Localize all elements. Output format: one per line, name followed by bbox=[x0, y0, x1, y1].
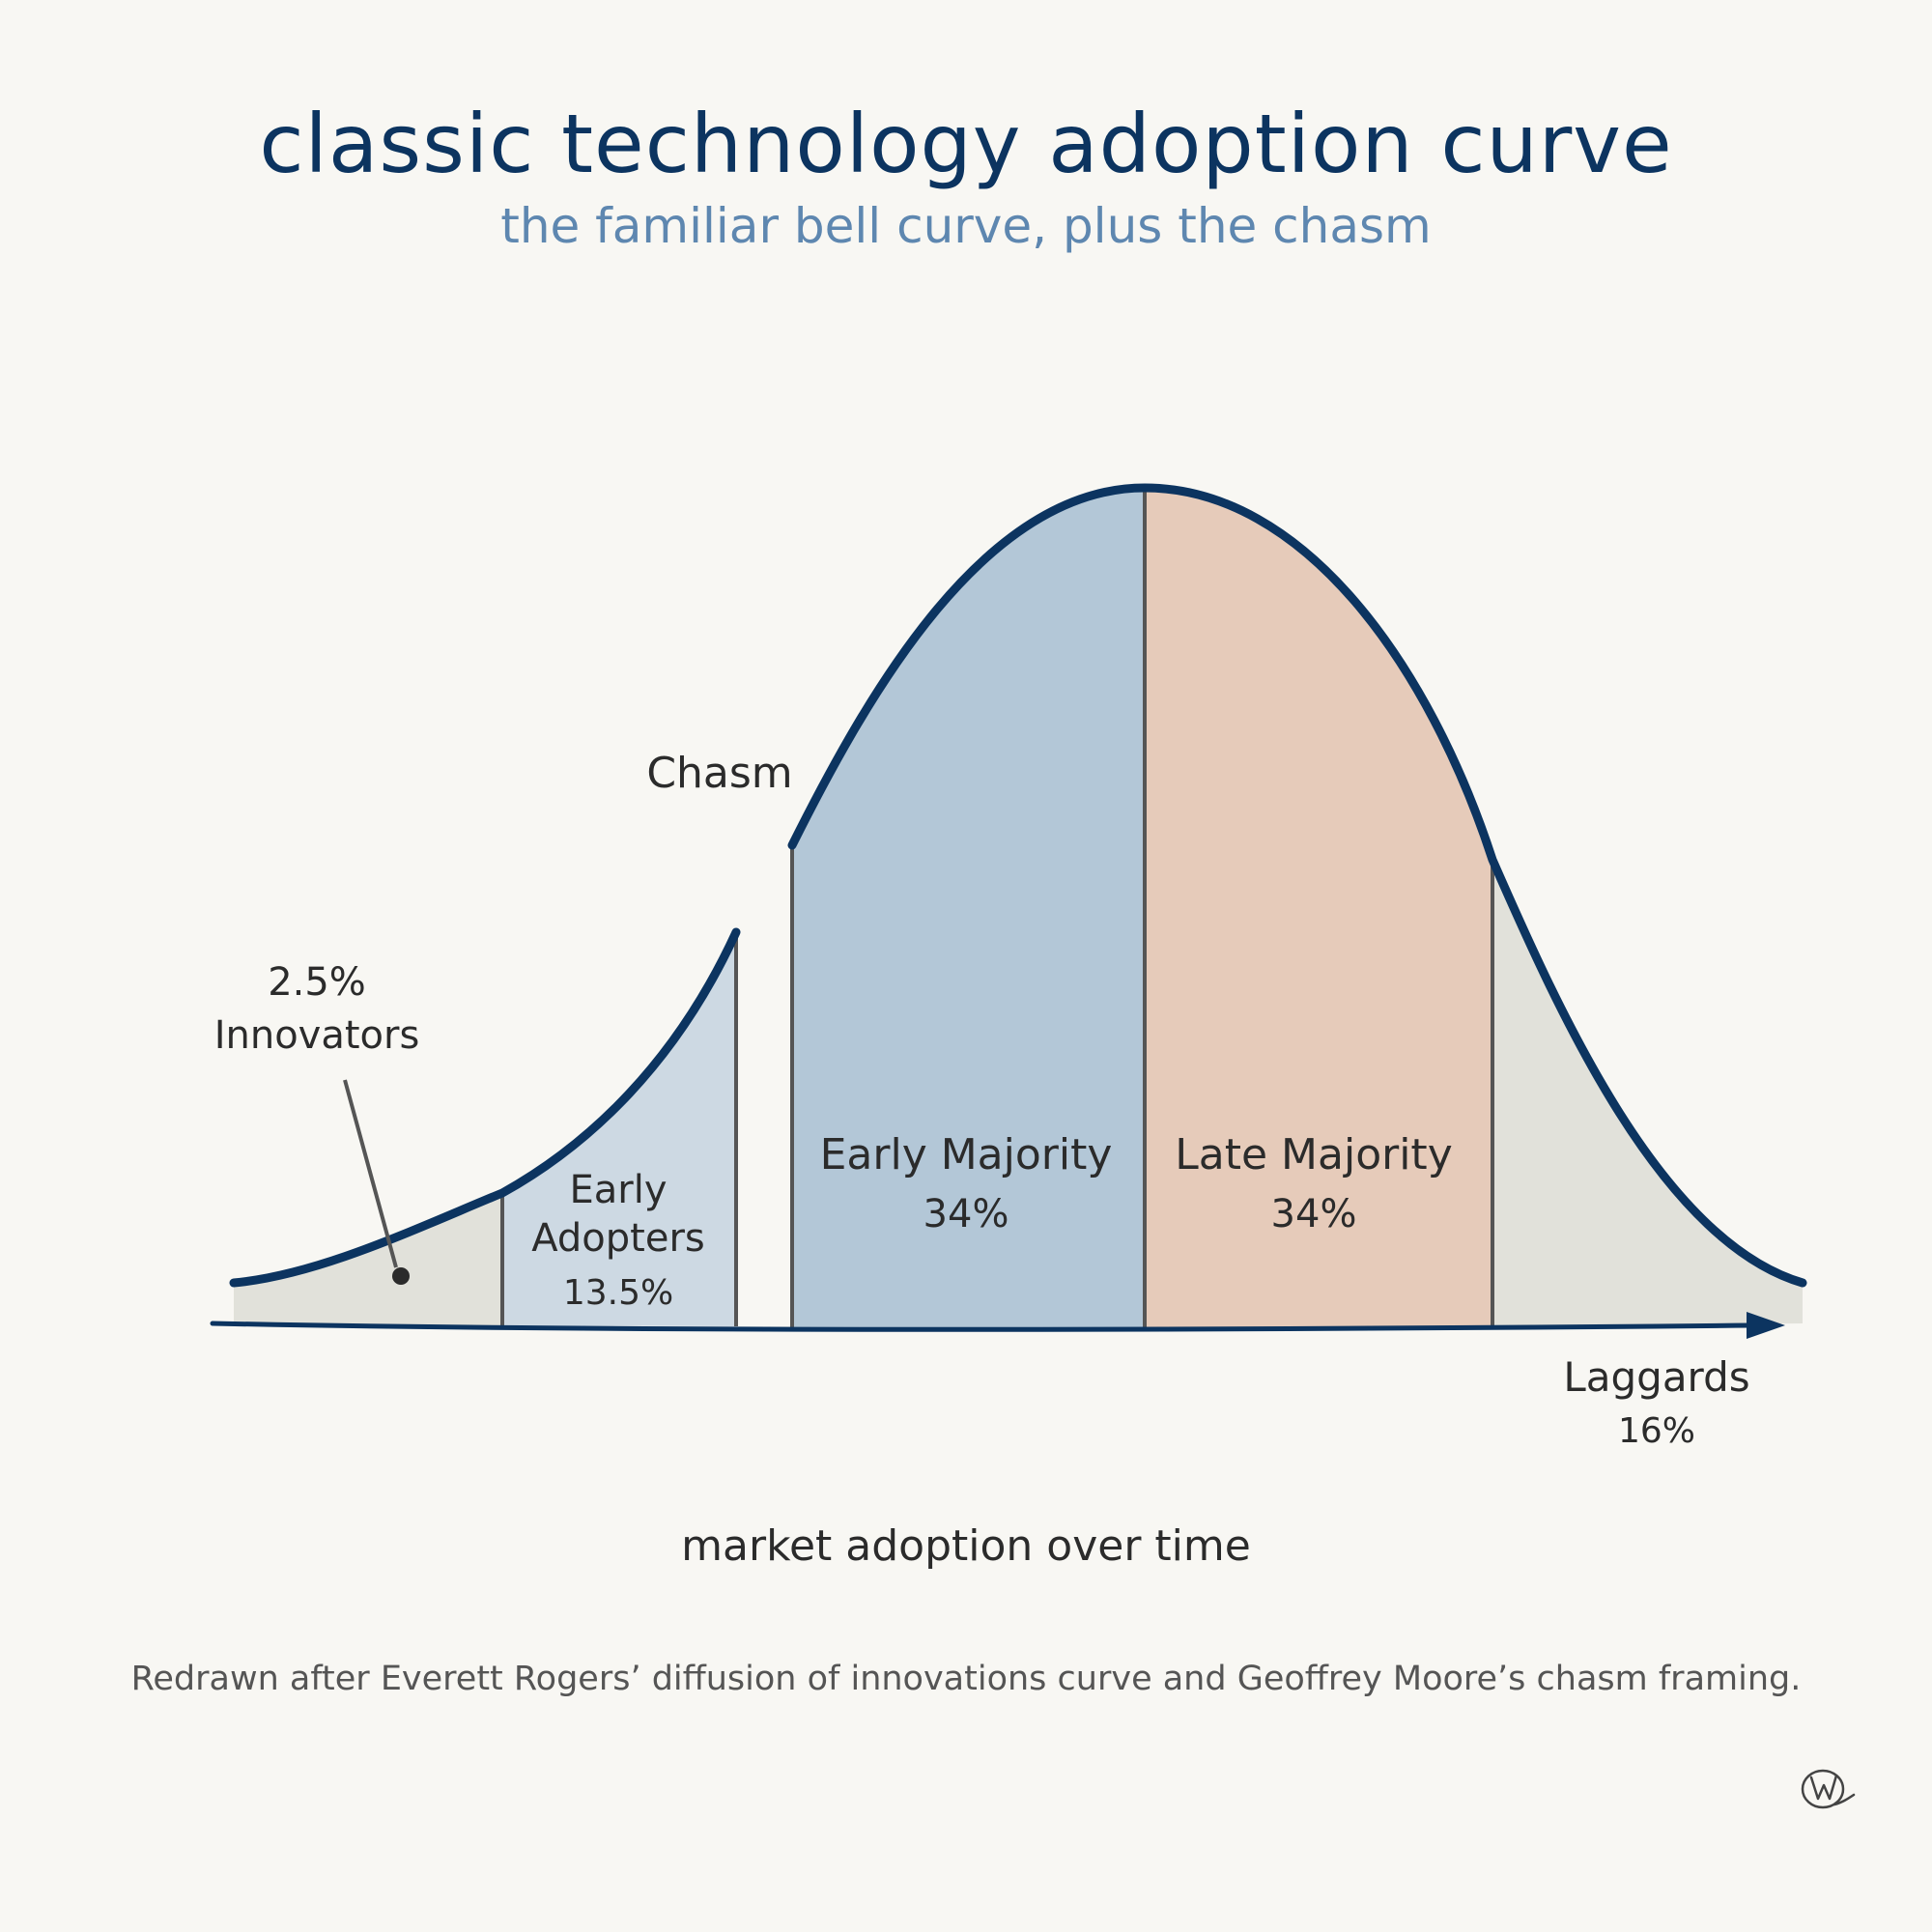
chasm-label: Chasm bbox=[646, 749, 792, 798]
late-majority-region bbox=[1145, 488, 1492, 1328]
early-adopters-share-label: 13.5% bbox=[563, 1273, 673, 1313]
bell-curve-left-section bbox=[229, 927, 741, 1288]
late-majority-name-label: Late Majority bbox=[1175, 1130, 1452, 1179]
early-adopters-label-line1: Early bbox=[569, 1168, 667, 1212]
diagram-title: classic technology adoption curve bbox=[259, 97, 1673, 191]
innovators-region bbox=[234, 1193, 502, 1325]
innovators-pointer-dot bbox=[392, 1267, 410, 1285]
laggards-name-label: Laggards bbox=[1563, 1353, 1749, 1401]
early-majority-share-label: 34% bbox=[923, 1192, 1009, 1236]
innovators-pointer-line bbox=[343, 1079, 398, 1268]
laggards-share-label: 16% bbox=[1618, 1411, 1695, 1451]
x-axis-arrowhead bbox=[1747, 1312, 1785, 1339]
early-adopters-label-line2: Adopters bbox=[531, 1216, 705, 1261]
early-majority-region bbox=[792, 488, 1145, 1328]
early-adopters-region bbox=[502, 932, 736, 1326]
segment-dividers bbox=[500, 488, 1494, 1328]
bell-curve-right-section bbox=[787, 483, 1807, 1288]
x-axis-line bbox=[210, 1321, 1756, 1332]
x-axis-label: market adoption over time bbox=[681, 1521, 1251, 1571]
innovators-name-label: Innovators bbox=[214, 1013, 420, 1058]
early-majority-name-label: Early Majority bbox=[820, 1130, 1113, 1179]
signature-w-icon bbox=[1801, 1769, 1856, 1809]
footnote: Redrawn after Everett Rogers’ diffusion … bbox=[130, 1660, 1802, 1698]
laggards-region bbox=[1492, 860, 1803, 1326]
innovators-share-label: 2.5% bbox=[268, 960, 366, 1005]
diagram-subtitle: the familiar bell curve, plus the chasm bbox=[500, 198, 1432, 254]
late-majority-share-label: 34% bbox=[1271, 1192, 1357, 1236]
